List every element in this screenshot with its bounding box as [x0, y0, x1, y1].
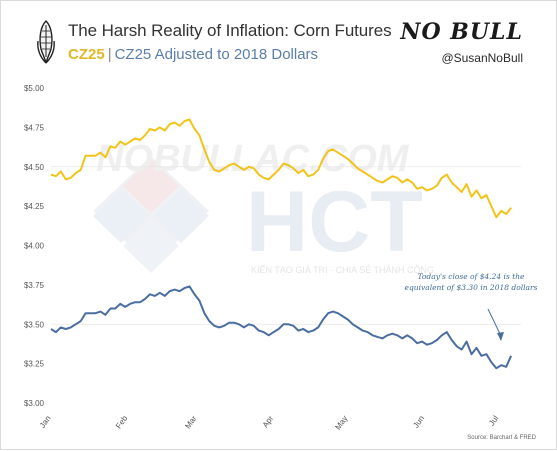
y-tick-label: $3.50	[24, 320, 45, 329]
source-note: Source: Barchart & FRED	[467, 435, 536, 441]
y-tick-label: $3.25	[24, 360, 45, 369]
watermark-tagline: KIẾN TẠO GIÁ TRỊ - CHIA SẺ THÀNH CÔNG	[251, 264, 434, 275]
x-tick-label: Mar	[183, 414, 198, 431]
x-tick-label: Jul	[487, 414, 500, 428]
watermark-site: NOBULLAC.COM	[96, 138, 410, 180]
x-tick-label: Jan	[38, 414, 53, 430]
x-tick-label: Feb	[114, 414, 130, 431]
y-tick-label: $4.50	[24, 163, 45, 172]
y-tick-label: $5.00	[24, 84, 45, 93]
chart-title: The Harsh Reality of Inflation: Corn Fut…	[68, 21, 392, 40]
chart-subtitle: CZ25 | CZ25 Adjusted to 2018 Dollars	[68, 46, 318, 63]
x-tick-label: May	[333, 414, 349, 432]
y-tick-label: $3.75	[24, 281, 45, 290]
y-tick-label: $4.25	[24, 202, 45, 211]
legend-adjusted: CZ25 Adjusted to 2018 Dollars	[114, 46, 319, 63]
annotation-note: Today's close of $4.24 is the equivalent…	[396, 271, 546, 293]
legend-nominal: CZ25	[68, 46, 105, 63]
series-line-cz25	[50, 118, 512, 219]
brand-logo: NO BULL	[400, 19, 523, 45]
annotation-arrow	[487, 308, 504, 341]
watermark-logo: HCT	[246, 174, 423, 270]
series-line-cz25-adjusted	[50, 285, 513, 370]
annotation-line-1: Today's close of $4.24 is the	[417, 272, 525, 281]
series-layer	[50, 118, 513, 370]
y-axis: $3.00 $3.25 $3.50 $3.75 $4.00 $4.25 $4.50 $4.75…	[24, 84, 45, 408]
brand-block: NO BULL @SusanNoBull	[400, 19, 523, 65]
x-axis: Jan Feb Mar Apr May Jun Jul	[38, 414, 501, 432]
y-tick-label: $4.00	[24, 242, 45, 251]
x-tick-label: Apr	[261, 414, 276, 430]
y-tick-label: $4.75	[24, 123, 45, 132]
brand-handle: @SusanNoBull	[441, 51, 523, 65]
watermark: NOBULLAC.COM HCT KIẾN TẠO GIÁ TRỊ - CHIA…	[93, 138, 434, 275]
legend-separator: |	[107, 46, 112, 63]
y-tick-label: $3.00	[24, 399, 45, 408]
x-tick-label: Jun	[411, 414, 426, 430]
corn-icon	[37, 20, 55, 64]
watermark-diamond-logo	[93, 156, 209, 273]
annotation-line-2: equivalent of $3.30 in 2018 dollars	[404, 283, 538, 292]
